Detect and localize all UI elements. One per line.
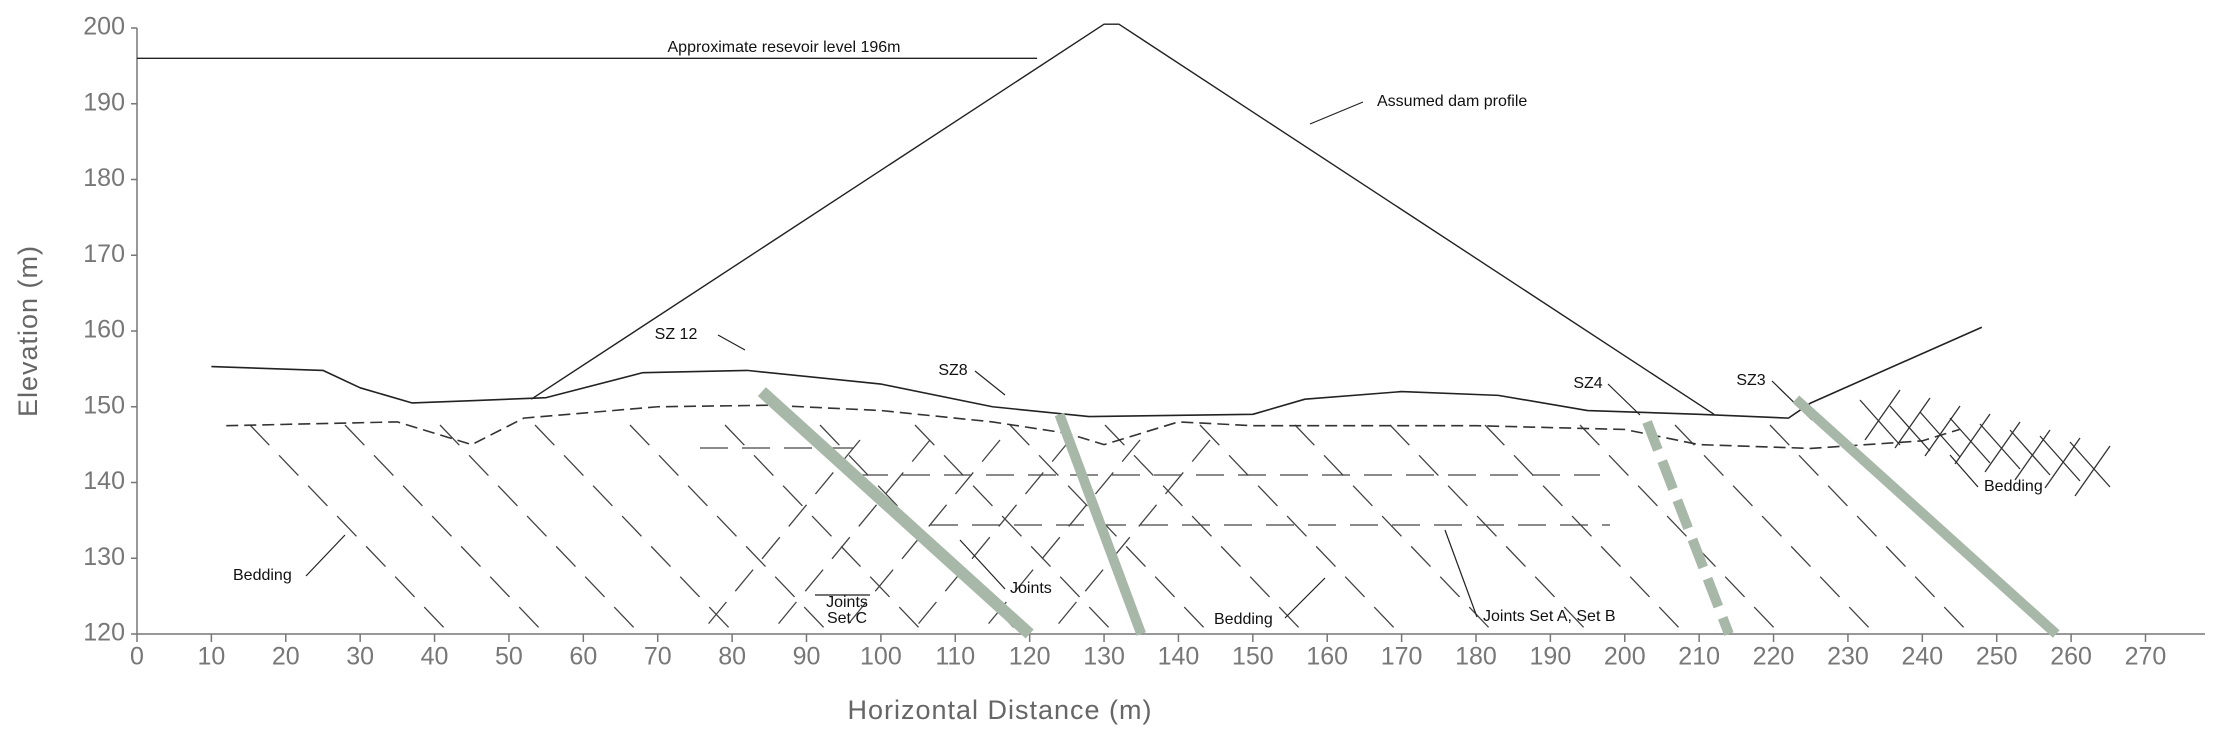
joint xyxy=(2040,436,2080,481)
joint xyxy=(440,425,640,634)
x-tick-label: 200 xyxy=(1604,643,1646,671)
leader xyxy=(975,371,1005,395)
x-tick-label: 260 xyxy=(2050,643,2092,671)
x-tick-label: 210 xyxy=(1678,643,1720,671)
x-tick-label: 180 xyxy=(1455,643,1497,671)
joint xyxy=(1985,422,2020,472)
joint xyxy=(250,425,450,634)
x-tick-label: 0 xyxy=(130,643,144,671)
series-line xyxy=(762,392,1030,634)
annotation: Bedding xyxy=(1214,611,1273,628)
annotation: Approximate resevoir level 196m xyxy=(668,39,901,56)
joint xyxy=(2045,438,2080,488)
leader xyxy=(1950,455,1978,487)
y-tick-label: 140 xyxy=(83,467,125,495)
annotation: SZ3 xyxy=(1736,372,1765,389)
annotation: Set C xyxy=(827,610,867,627)
annotation: Joints xyxy=(826,594,868,611)
y-tick-label: 180 xyxy=(83,164,125,192)
joint xyxy=(1485,425,1685,634)
joint xyxy=(1390,425,1590,634)
leader xyxy=(1445,530,1477,617)
joint xyxy=(1865,390,1900,440)
annotation: SZ4 xyxy=(1573,375,1602,392)
annotation: Bedding xyxy=(233,567,292,584)
y-tick-label: 130 xyxy=(83,543,125,571)
annotation: Joints xyxy=(1010,580,1052,597)
joint xyxy=(630,425,830,634)
series-line xyxy=(1796,399,2056,634)
joint xyxy=(1675,425,1875,634)
leader xyxy=(1285,578,1325,618)
y-tick-label: 120 xyxy=(83,619,125,647)
joint xyxy=(1580,425,1780,634)
joint xyxy=(1105,425,1305,634)
x-tick-label: 70 xyxy=(644,643,672,671)
y-axis-title: Elevation (m) xyxy=(13,245,43,417)
x-tick-label: 100 xyxy=(860,643,902,671)
annotation: Bedding xyxy=(1984,478,2043,495)
x-tick-label: 190 xyxy=(1530,643,1572,671)
joint xyxy=(2010,430,2050,475)
x-tick-label: 120 xyxy=(1009,643,1051,671)
series-line xyxy=(211,327,1981,418)
x-tick-label: 10 xyxy=(197,643,225,671)
leader xyxy=(306,535,345,576)
x-tick-label: 30 xyxy=(346,643,374,671)
joint xyxy=(1950,418,1990,463)
series-line xyxy=(531,24,1714,414)
annotation: Joints Set A, Set B xyxy=(1483,608,1616,625)
x-tick-label: 150 xyxy=(1232,643,1274,671)
leader xyxy=(1608,384,1640,415)
chart: Elevation (m) Horizontal Distance (m) Ap… xyxy=(0,0,2213,742)
x-tick-label: 240 xyxy=(1901,643,1943,671)
leader xyxy=(718,335,745,350)
x-tick-label: 270 xyxy=(2125,643,2167,671)
x-tick-label: 140 xyxy=(1158,643,1200,671)
x-tick-label: 90 xyxy=(793,643,821,671)
annotation: SZ 12 xyxy=(655,326,698,343)
series-line xyxy=(226,405,1959,448)
series-line xyxy=(1647,422,1729,634)
joint xyxy=(345,425,545,634)
y-tick-label: 160 xyxy=(83,316,125,344)
x-tick-label: 250 xyxy=(1976,643,2018,671)
joint xyxy=(2015,430,2050,480)
joint xyxy=(535,425,735,634)
x-tick-label: 170 xyxy=(1381,643,1423,671)
x-axis-title: Horizontal Distance (m) xyxy=(847,695,1152,725)
joint xyxy=(1295,425,1495,634)
x-tick-label: 130 xyxy=(1083,643,1125,671)
x-tick-label: 60 xyxy=(569,643,597,671)
x-tick-label: 20 xyxy=(272,643,300,671)
series-line xyxy=(1059,414,1141,634)
y-tick-label: 150 xyxy=(83,391,125,419)
annotation: Assumed dam profile xyxy=(1377,93,1527,110)
joint xyxy=(915,425,1115,634)
x-tick-label: 80 xyxy=(718,643,746,671)
joint xyxy=(1010,425,1210,634)
x-tick-label: 220 xyxy=(1753,643,1795,671)
x-tick-label: 230 xyxy=(1827,643,1869,671)
x-tick-label: 160 xyxy=(1306,643,1348,671)
joint xyxy=(2070,442,2110,487)
x-tick-label: 50 xyxy=(495,643,523,671)
y-tick-label: 190 xyxy=(83,88,125,116)
leader xyxy=(1310,102,1363,124)
y-tick-label: 200 xyxy=(83,13,125,41)
annotation: SZ8 xyxy=(938,362,967,379)
joint xyxy=(1890,406,1930,451)
annotations xyxy=(306,102,1978,618)
x-tick-label: 110 xyxy=(935,643,975,671)
x-tick-label: 40 xyxy=(421,643,449,671)
y-tick-label: 170 xyxy=(83,240,125,268)
